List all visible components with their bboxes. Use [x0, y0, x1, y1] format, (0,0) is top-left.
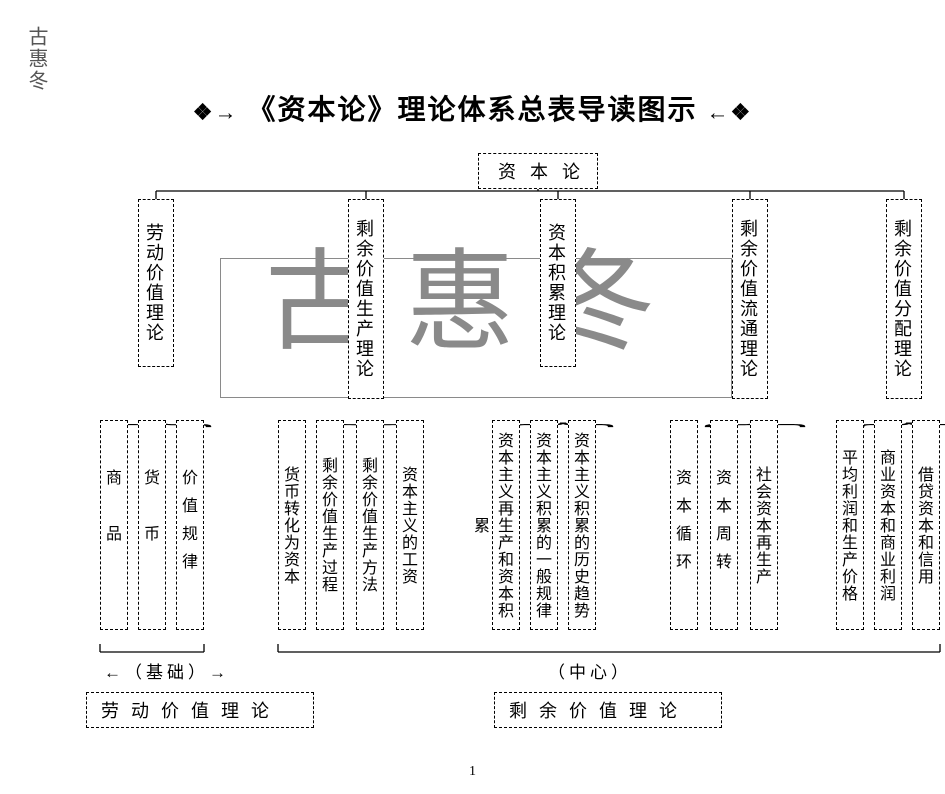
- node-l2-13: 平均利润和生产价格: [836, 420, 864, 630]
- node-l2-5: 剩余价值生产方法: [356, 420, 384, 630]
- bottom-box-1: 剩余价值理论: [494, 692, 722, 728]
- node-l2-1: 货币: [138, 420, 166, 630]
- node-l2-11: 资本周转: [710, 420, 738, 630]
- node-l1-4: 剩余价值分配理论: [886, 199, 922, 399]
- node-l2-7: 资本主义再生产和资本积累: [492, 420, 520, 630]
- node-l2-4: 剩余价值生产过程: [316, 420, 344, 630]
- section-basis: ←（基础）→: [104, 658, 230, 683]
- node-l1-3: 剩余价值流通理论: [732, 199, 768, 399]
- node-l2-6: 资本主义的工资: [396, 420, 424, 630]
- node-root: 资本论: [478, 153, 598, 189]
- watermark-box: [220, 258, 732, 398]
- node-l2-10: 资本循环: [670, 420, 698, 630]
- section-center: （中心）: [548, 658, 632, 683]
- node-l2-2: 价值规律: [176, 420, 204, 630]
- node-l2-0: 商品: [100, 420, 128, 630]
- bottom-box-0: 劳动价值理论: [86, 692, 314, 728]
- node-l2-9: 资本主义积累的历史趋势: [568, 420, 596, 630]
- node-l2-8: 资本主义积累的一般规律: [530, 420, 558, 630]
- node-l2-3: 货币转化为资本: [278, 420, 306, 630]
- node-l2-14: 商业资本和商业利润: [874, 420, 902, 630]
- node-l2-15: 借贷资本和信用: [912, 420, 940, 630]
- node-l1-0: 劳动价值理论: [138, 199, 174, 367]
- node-l2-12: 社会资本再生产: [750, 420, 778, 630]
- page-number: 1: [0, 764, 945, 780]
- node-l1-2: 资本积累理论: [540, 199, 576, 367]
- node-l1-1: 剩余价值生产理论: [348, 199, 384, 399]
